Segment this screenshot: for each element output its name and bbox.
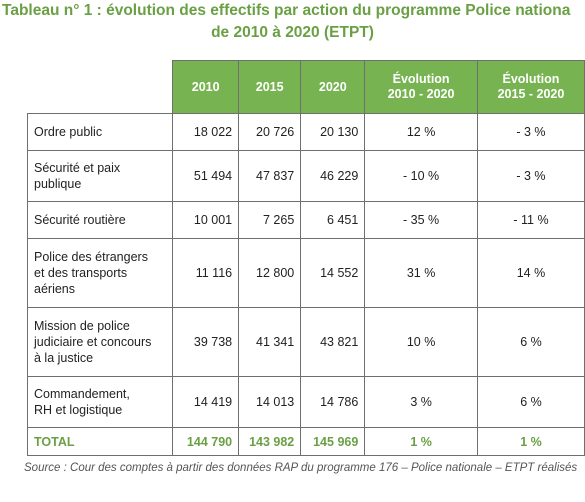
cell-2015: 12 800 xyxy=(238,238,302,308)
table-row: Commandement, RH et logistique 14 419 14… xyxy=(26,376,585,428)
cell-evolution-2010-2020: 31 % xyxy=(364,238,478,308)
total-2015: 143 982 xyxy=(238,427,302,456)
cell-evolution-2015-2020: - 3 % xyxy=(476,150,585,202)
cell-2020: 14 786 xyxy=(300,376,366,428)
cell-2020: 14 552 xyxy=(300,238,366,308)
cell-evolution-2015-2020: 6 % xyxy=(476,376,585,428)
cell-2010: 11 116 xyxy=(172,238,240,308)
row-label: Sécurité routière xyxy=(26,201,174,239)
row-label: Mission de police judiciaire et concours… xyxy=(26,307,174,377)
row-label: Police des étrangers et des transports a… xyxy=(26,238,174,308)
cell-2015: 14 013 xyxy=(238,376,302,428)
cell-2015: 20 726 xyxy=(238,113,302,151)
cell-2020: 43 821 xyxy=(300,307,366,377)
cell-2015: 47 837 xyxy=(238,150,302,202)
table-row: Mission de police judiciaire et concours… xyxy=(26,307,585,377)
row-label: Sécurité et paix publique xyxy=(26,150,174,202)
table-row: Sécurité et paix publique 51 494 47 837 … xyxy=(26,150,585,202)
table-row: Ordre public 18 022 20 726 20 130 12 % -… xyxy=(26,113,585,151)
header-evolution-2015-2020: Évolution 2015 - 2020 xyxy=(476,60,585,114)
header-2010: 2010 xyxy=(172,60,240,114)
row-label: Commandement, RH et logistique xyxy=(26,376,174,428)
cell-2020: 20 130 xyxy=(300,113,366,151)
cell-evolution-2015-2020: 14 % xyxy=(476,238,585,308)
cell-evolution-2010-2020: 3 % xyxy=(364,376,478,428)
table-row: Police des étrangers et des transports a… xyxy=(26,238,585,308)
cell-evolution-2015-2020: - 3 % xyxy=(476,113,585,151)
staffing-table: 2010 2015 2020 Évolution 2010 - 2020 Évo… xyxy=(26,60,585,456)
cell-2010: 10 001 xyxy=(172,201,240,239)
header-row: 2010 2015 2020 Évolution 2010 - 2020 Évo… xyxy=(27,60,585,114)
cell-evolution-2010-2020: 10 % xyxy=(364,307,478,377)
source-note: Source : Cour des comptes à partir des d… xyxy=(24,462,578,474)
header-2020: 2020 xyxy=(300,60,366,114)
table-row: Sécurité routière 10 001 7 265 6 451 - 3… xyxy=(26,201,585,239)
cell-2010: 51 494 xyxy=(172,150,240,202)
total-2010: 144 790 xyxy=(172,427,240,456)
header-evolution-2010-2020: Évolution 2010 - 2020 xyxy=(364,60,478,114)
cell-2015: 41 341 xyxy=(238,307,302,377)
table-title: Tableau n° 1 : évolution des effectifs p… xyxy=(0,0,585,44)
title-line-2: de 2010 à 2020 (ETPT) xyxy=(211,24,374,41)
header-2015: 2015 xyxy=(238,60,302,114)
cell-2015: 7 265 xyxy=(238,201,302,239)
total-evolution-2015-2020: 1 % xyxy=(476,427,585,456)
total-2020: 145 969 xyxy=(300,427,366,456)
header-blank-cell xyxy=(27,60,174,114)
row-label: Ordre public xyxy=(26,113,174,151)
total-label: TOTAL xyxy=(26,427,174,456)
cell-evolution-2010-2020: 12 % xyxy=(364,113,478,151)
title-line-1: Tableau n° 1 : évolution des effectifs p… xyxy=(2,2,571,19)
cell-evolution-2010-2020: - 35 % xyxy=(364,201,478,239)
cell-2010: 39 738 xyxy=(172,307,240,377)
cell-2020: 46 229 xyxy=(300,150,366,202)
cell-2020: 6 451 xyxy=(300,201,366,239)
total-row: TOTAL 144 790 143 982 145 969 1 % 1 % xyxy=(26,427,585,456)
cell-evolution-2010-2020: - 10 % xyxy=(364,150,478,202)
cell-2010: 18 022 xyxy=(172,113,240,151)
cell-2010: 14 419 xyxy=(172,376,240,428)
total-evolution-2010-2020: 1 % xyxy=(364,427,478,456)
cell-evolution-2015-2020: 6 % xyxy=(476,307,585,377)
cell-evolution-2015-2020: - 11 % xyxy=(476,201,585,239)
